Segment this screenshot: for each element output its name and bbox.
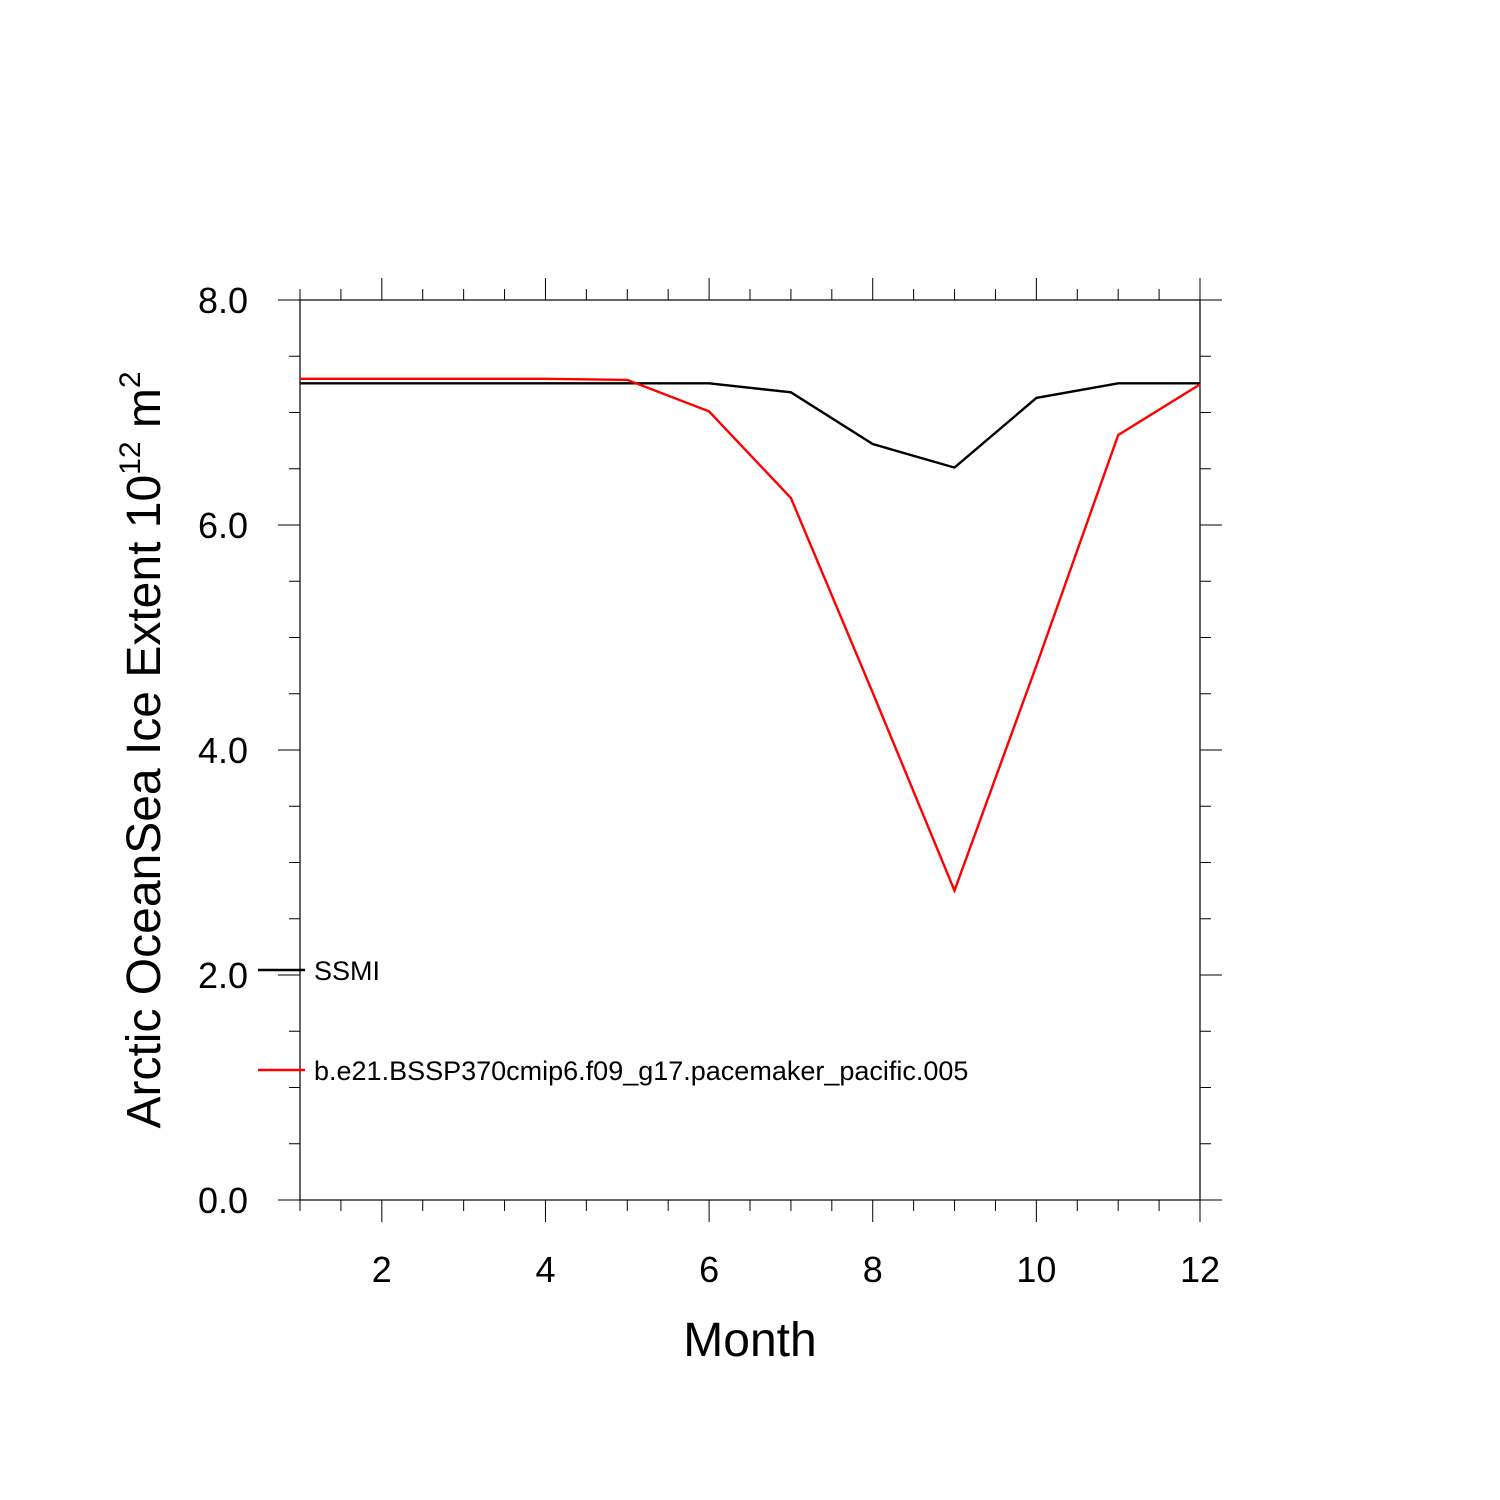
- y-tick-label: 6.0: [198, 505, 248, 546]
- y-axis-label-unit-exponent: 2: [114, 371, 147, 388]
- x-tick-label: 8: [863, 1249, 883, 1290]
- x-axis-label: Month: [683, 1314, 816, 1367]
- y-tick-label: 8.0: [198, 280, 248, 321]
- series-line-1: [300, 377, 1201, 894]
- y-tick-label: 4.0: [198, 730, 248, 771]
- y-axis-label-unit: m: [118, 388, 171, 428]
- y-axis-label-text: Arctic OceanSea Ice Extent 10: [118, 475, 171, 1129]
- tick-labels: 2 4 6 8 10 12 0.0 2.0 4.0 6.0 8.0: [198, 280, 1220, 1290]
- x-tick-label: 6: [699, 1249, 719, 1290]
- y-axis-label: Arctic OceanSea Ice Extent 1012 m2: [114, 371, 171, 1128]
- series-line-0: [300, 382, 1200, 469]
- axis-ticks: [278, 278, 1222, 1222]
- legend: SSMI b.e21.BSSP370cmip6.f09_g17.pacemaker…: [258, 956, 968, 1086]
- series-lines: [300, 377, 1201, 894]
- x-tick-label: 12: [1180, 1249, 1220, 1290]
- x-tick-label: 10: [1016, 1249, 1056, 1290]
- plot-frame: [299, 299, 1201, 1201]
- legend-label: SSMI: [314, 956, 380, 986]
- x-tick-label: 4: [535, 1249, 555, 1290]
- y-axis-label-exponent: 12: [114, 441, 147, 474]
- x-tick-label: 2: [372, 1249, 392, 1290]
- y-tick-label: 2.0: [198, 955, 248, 996]
- legend-label: b.e21.BSSP370cmip6.f09_g17.pacemaker_pac…: [314, 1056, 968, 1086]
- y-tick-label: 0.0: [198, 1180, 248, 1221]
